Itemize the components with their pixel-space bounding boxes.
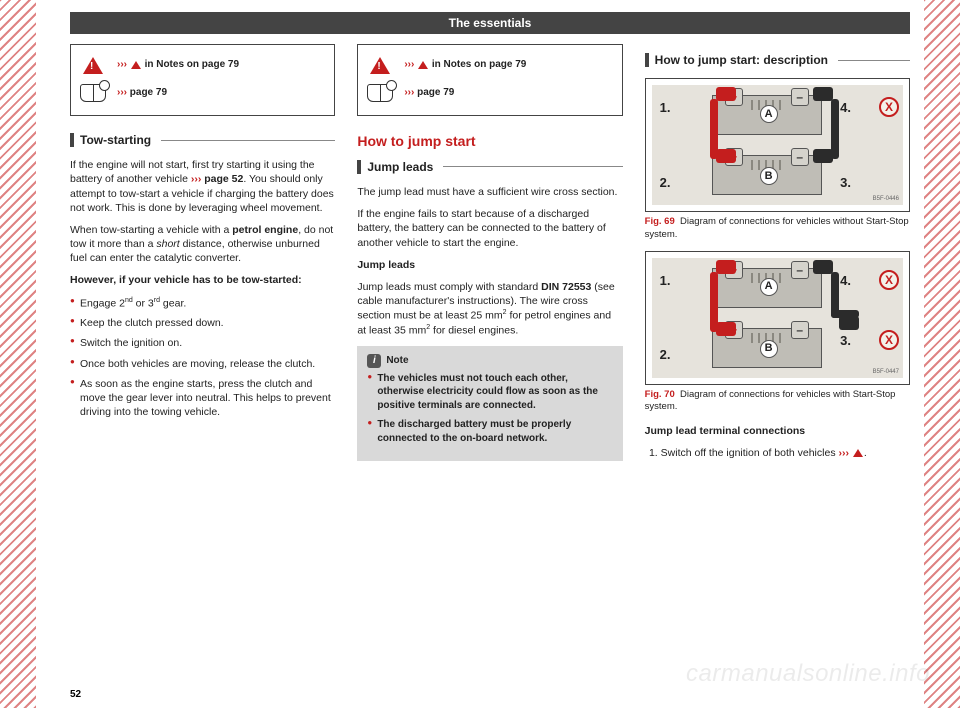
page-header: The essentials <box>70 12 910 34</box>
cable-black <box>831 99 839 159</box>
diagram-69: +– +– A B 1. 2. 3. 4. <box>652 85 903 205</box>
terminal-step-1: Switch off the ignition of both vehicles… <box>661 446 910 460</box>
fig69-caption: Fig. 69 Diagram of connections for vehic… <box>645 216 910 241</box>
jl-p1: The jump lead must have a sufficient wir… <box>357 185 622 199</box>
num-1: 1. <box>660 99 671 117</box>
clamp-black-2 <box>839 316 859 330</box>
jump-leads-heading: Jump leads <box>357 159 622 175</box>
clamp-black-2 <box>813 149 833 163</box>
p-tow-3: However, if your vehicle has to be tow-s… <box>70 273 335 287</box>
tow-steps: Engage 2nd or 3rd gear. Keep the clutch … <box>70 296 335 420</box>
page-title: The essentials <box>449 16 532 30</box>
decorative-hatch-left <box>0 0 36 708</box>
figure-70: +– +– A B 1. 2. 3. 4. <box>645 251 910 385</box>
label-a: A <box>760 105 778 123</box>
label-a: A <box>760 278 778 296</box>
ref-line1-2: in Notes on page 79 <box>432 59 526 70</box>
decorative-hatch-right <box>924 0 960 708</box>
tow-step-1: Engage 2nd or 3rd gear. <box>70 296 335 311</box>
note-item-2: The discharged battery must be properly … <box>367 418 612 445</box>
ref-line2-2: page 79 <box>417 87 454 98</box>
tow-starting-heading: Tow-starting <box>70 132 335 148</box>
warning-icon <box>370 57 390 74</box>
cable-red <box>710 272 718 332</box>
jl-p2: If the engine fails to start because of … <box>357 207 622 250</box>
page-number: 52 <box>70 689 81 700</box>
terminal-heading: Jump lead terminal connections <box>645 424 910 438</box>
page-content: The essentials ››› in Notes on page 79 ›… <box>70 12 910 698</box>
ref-book-row-2: ››› page 79 <box>366 79 613 107</box>
jump-desc-heading: How to jump start: description <box>645 52 910 68</box>
terminal-steps: Switch off the ignition of both vehicles… <box>645 446 910 460</box>
fig70-caption: Fig. 70 Diagram of connections for vehic… <box>645 389 910 414</box>
warning-mini-icon <box>853 449 863 457</box>
x-badge-1: X <box>879 270 899 290</box>
tow-step-2: Keep the clutch pressed down. <box>70 316 335 330</box>
info-icon: i <box>367 354 381 368</box>
diagram-70: +– +– A B 1. 2. 3. 4. <box>652 258 903 378</box>
x-badge-2: X <box>879 330 899 350</box>
clamp-red-2 <box>716 149 736 163</box>
jl-h3: Jump leads <box>357 258 622 272</box>
clamp-black-1 <box>813 87 833 101</box>
heading-text: Tow-starting <box>80 132 151 148</box>
reference-box-2: ››› in Notes on page 79 ››› page 79 <box>357 44 622 116</box>
watermark: carmanualsonline.info <box>686 660 930 688</box>
tow-step-5: As soon as the engine starts, press the … <box>70 377 335 420</box>
num-2: 2. <box>660 346 671 364</box>
note-item-1: The vehicles must not touch each other, … <box>367 372 612 413</box>
warning-mini-icon <box>131 61 141 69</box>
ref-warning-row-2: ››› in Notes on page 79 <box>366 51 613 79</box>
clamp-red-2 <box>716 322 736 336</box>
label-b: B <box>760 340 778 358</box>
tow-step-4: Once both vehicles are moving, release t… <box>70 357 335 371</box>
x-badge: X <box>879 97 899 117</box>
num-3: 3. <box>840 332 851 350</box>
clamp-black-1 <box>813 260 833 274</box>
p-tow-2: When tow-starting a vehicle with a petro… <box>70 223 335 266</box>
column-1: ››› in Notes on page 79 ››› page 79 Tow-… <box>70 44 335 461</box>
num-2: 2. <box>660 174 671 192</box>
clamp-red-1 <box>716 87 736 101</box>
p-tow-1: If the engine will not start, first try … <box>70 158 335 215</box>
warning-mini-icon <box>418 61 428 69</box>
content-columns: ››› in Notes on page 79 ››› page 79 Tow-… <box>70 44 910 461</box>
jump-start-heading: How to jump start <box>357 132 622 151</box>
ref-warning-row: ››› in Notes on page 79 <box>79 51 326 79</box>
ref-line1: in Notes on page 79 <box>145 59 239 70</box>
book-icon <box>367 84 393 102</box>
figure-69: +– +– A B 1. 2. 3. 4. <box>645 78 910 212</box>
ref-book-row: ››› page 79 <box>79 79 326 107</box>
diagram-code-70: B5F-0447 <box>873 368 899 376</box>
num-1: 1. <box>660 272 671 290</box>
jl-p3: Jump leads must comply with standard DIN… <box>357 280 622 338</box>
heading-text: Jump leads <box>367 159 433 175</box>
diagram-code-69: B5F-0446 <box>873 195 899 203</box>
column-3: How to jump start: description +– +– A B… <box>645 44 910 461</box>
note-box: i Note The vehicles must not touch each … <box>357 346 622 462</box>
cable-black-h <box>831 310 859 318</box>
heading-text: How to jump start: description <box>655 52 828 68</box>
num-4: 4. <box>840 99 851 117</box>
book-icon <box>80 84 106 102</box>
ref-line2: page 79 <box>130 87 167 98</box>
clamp-red-1 <box>716 260 736 274</box>
column-2: ››› in Notes on page 79 ››› page 79 How … <box>357 44 622 461</box>
num-3: 3. <box>840 174 851 192</box>
note-label: i Note <box>367 354 612 368</box>
num-4: 4. <box>840 272 851 290</box>
warning-icon <box>83 57 103 74</box>
tow-step-3: Switch the ignition on. <box>70 336 335 350</box>
label-b: B <box>760 167 778 185</box>
reference-box-1: ››› in Notes on page 79 ››› page 79 <box>70 44 335 116</box>
note-items: The vehicles must not touch each other, … <box>367 372 612 446</box>
cable-red <box>710 99 718 159</box>
